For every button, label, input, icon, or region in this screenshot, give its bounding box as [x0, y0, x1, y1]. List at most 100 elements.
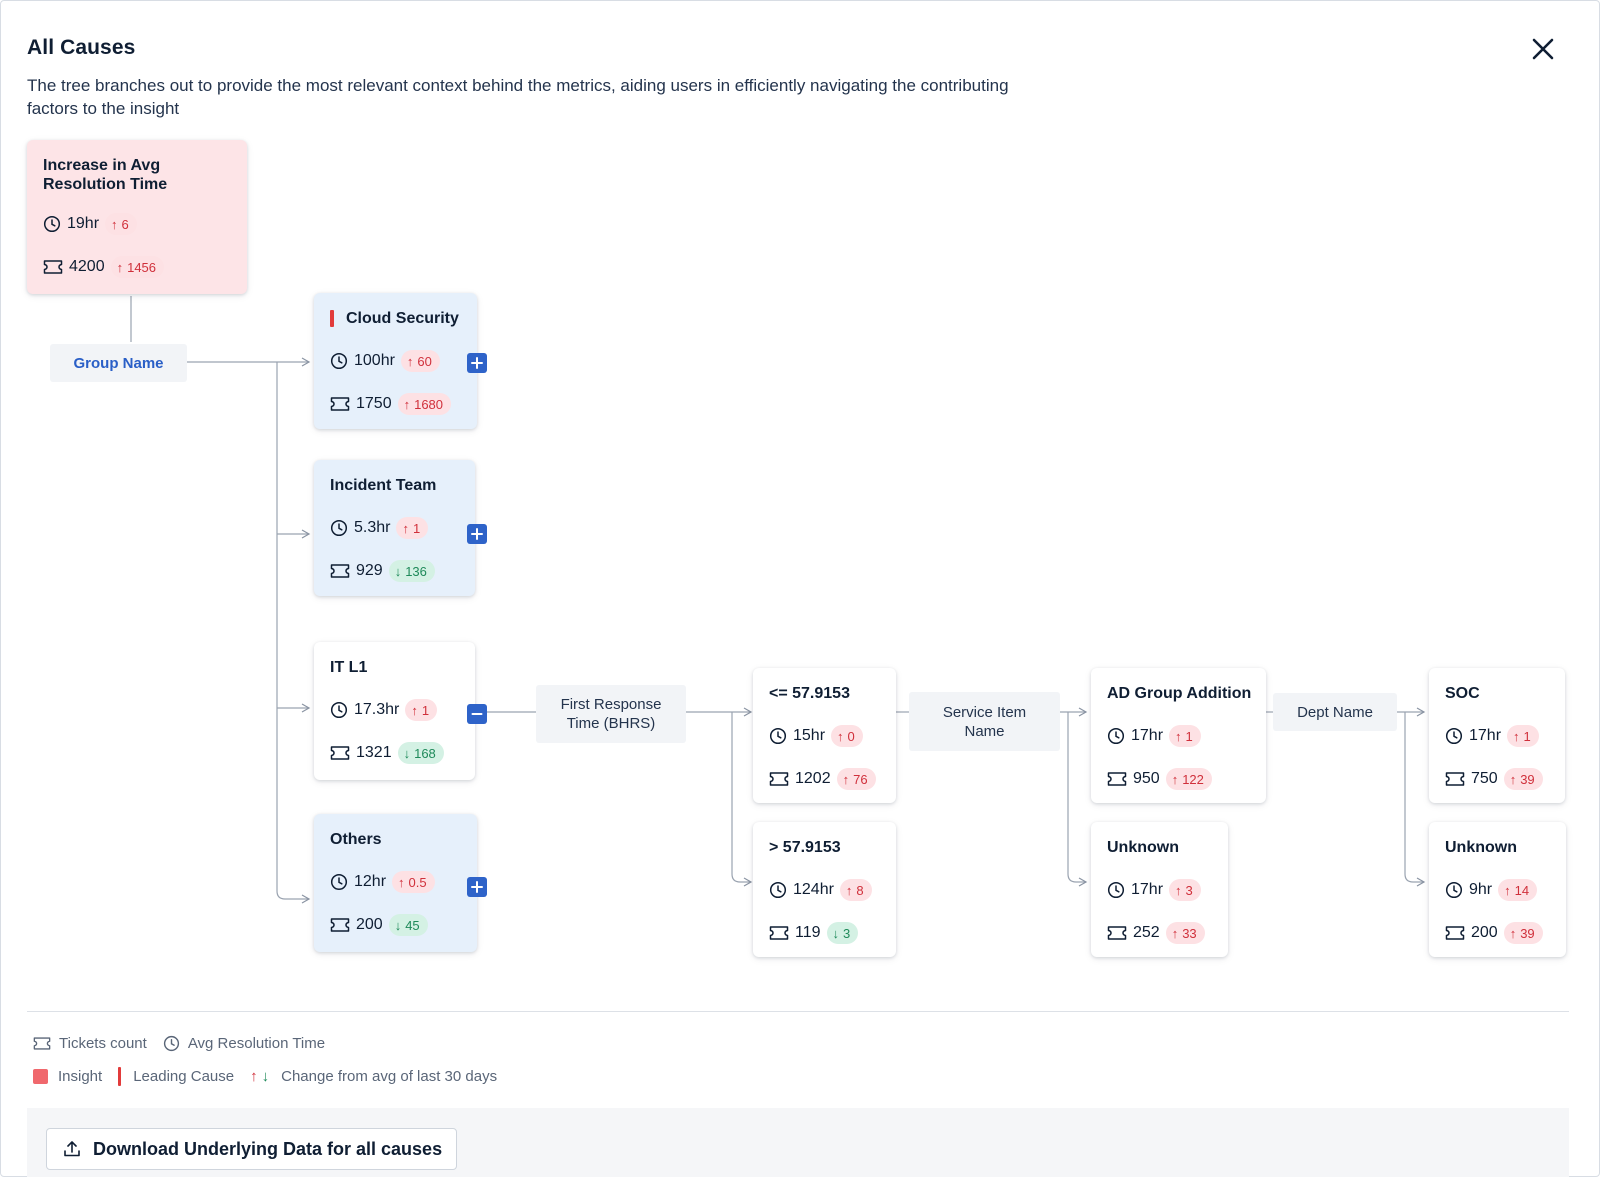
legend-tickets-label: Tickets count: [59, 1035, 147, 1052]
expand-button[interactable]: [467, 353, 487, 373]
change-value: 39: [1520, 771, 1535, 787]
clock-icon: [330, 352, 348, 370]
time-value: 12hr: [354, 873, 387, 890]
tickets-change-value: 1456: [127, 259, 157, 275]
arrow-up-icon: ↑: [1509, 925, 1517, 941]
time-value: 19hr: [67, 215, 100, 232]
change-value: 0.5: [408, 874, 427, 890]
time-metric: 15hr ↑ 0: [769, 725, 863, 747]
change-value: 1680: [414, 396, 444, 412]
arrow-up-icon: ↑: [250, 1068, 258, 1085]
tickets-value: 950: [1133, 770, 1160, 787]
legend-change-label: Change from avg of last 30 days: [281, 1068, 498, 1085]
clock-icon: [163, 1035, 179, 1052]
modal-title: All Causes: [27, 36, 136, 59]
cause-card[interactable]: <= 57.9153 15hr ↑ 0 1202 ↑ 76: [753, 668, 896, 803]
tickets-value: 929: [356, 562, 383, 579]
card-title: IT L1: [330, 658, 367, 677]
card-title: Incident Team: [330, 476, 436, 495]
tickets-metric: 750 ↑ 39: [1445, 768, 1543, 790]
card-title-text: Unknown: [1107, 839, 1179, 856]
download-data-button[interactable]: Download Underlying Data for all causes: [46, 1128, 457, 1170]
arrow-up-icon: ↑: [403, 396, 411, 412]
tickets-metric: 200 ↓ 45: [330, 914, 428, 936]
time-metric: 12hr ↑ 0.5: [330, 871, 435, 893]
clock-icon: [330, 519, 348, 537]
change-value: 60: [417, 353, 432, 369]
leading-cause-bar: [118, 1067, 122, 1086]
arrow-down-icon: ↓: [261, 1068, 270, 1085]
change-value: 39: [1520, 925, 1535, 941]
time-change-value: 6: [121, 216, 129, 232]
collapse-button[interactable]: [467, 704, 487, 724]
clock-icon: [1445, 881, 1463, 899]
cause-card[interactable]: > 57.9153 124hr ↑ 8 119 ↓ 3: [753, 822, 896, 957]
clock-icon: [769, 881, 787, 899]
card-title-text: <= 57.9153: [769, 685, 850, 702]
change-badge: ↑ 3: [1169, 879, 1201, 901]
expand-button[interactable]: [467, 877, 487, 897]
ticket-icon: [330, 397, 350, 411]
legend-row-2: Insight Leading Cause ↑ ↓ Change from av…: [33, 1067, 513, 1086]
ticket-icon: [33, 1037, 51, 1050]
arrow-down-icon: ↓: [403, 745, 411, 761]
arrow-up-icon: ↑: [837, 728, 844, 744]
tickets-metric: 1750 ↑ 1680: [330, 393, 452, 415]
change-badge: ↑ 60: [400, 350, 440, 372]
arrow-up-icon: ↑: [406, 353, 414, 369]
tickets-value: 119: [795, 924, 821, 941]
arrow-up-icon: ↑: [1175, 728, 1182, 744]
level-label-service-item[interactable]: Service Item Name: [909, 692, 1060, 751]
legend-insight-label: Insight: [58, 1068, 103, 1085]
legend-change: ↑ ↓ Change from avg of last 30 days: [250, 1068, 497, 1085]
change-value: 8: [856, 882, 864, 898]
time-metric: 17hr ↑ 1: [1107, 725, 1201, 747]
change-value: 136: [405, 563, 427, 579]
change-value: 3: [843, 925, 851, 941]
clock-icon: [43, 215, 61, 233]
close-button[interactable]: [1528, 34, 1558, 64]
cause-card[interactable]: IT L1 17.3hr ↑ 1 1321 ↓ 168: [314, 642, 475, 780]
change-badge: ↑ 1: [1507, 725, 1539, 747]
level-label-dept[interactable]: Dept Name: [1273, 693, 1397, 731]
plus-icon: [471, 357, 483, 369]
card-title: SOC: [1445, 684, 1480, 703]
ticket-icon: [330, 746, 350, 760]
tickets-metric: 252 ↑ 33: [1107, 922, 1205, 944]
plus-icon: [471, 528, 483, 540]
arrow-up-icon: ↑: [1171, 771, 1179, 787]
tickets-value: 4200: [69, 258, 105, 275]
arrow-up-icon: ↑: [398, 874, 405, 890]
change-value: 33: [1182, 925, 1197, 941]
cause-card[interactable]: AD Group Addition 17hr ↑ 1 950 ↑ 122: [1091, 668, 1266, 803]
cause-card[interactable]: Others 12hr ↑ 0.5 200 ↓ 45: [314, 814, 477, 952]
insight-card[interactable]: Increase in Avg Resolution Time 19hr ↑ 6 …: [27, 140, 247, 294]
level-label-first-response[interactable]: First Response Time (BHRS): [536, 685, 686, 743]
time-metric: 9hr ↑ 14: [1445, 879, 1538, 901]
level-label-group-name[interactable]: Group Name: [50, 344, 187, 382]
change-value: 1: [1185, 728, 1193, 744]
tickets-value: 750: [1471, 770, 1498, 787]
time-metric: 19hr ↑ 6: [43, 213, 137, 235]
card-title-text: AD Group Addition: [1107, 685, 1252, 702]
change-badge: ↑ 0.5: [392, 871, 435, 893]
divider: [27, 1011, 1569, 1012]
tickets-value: 1202: [795, 770, 831, 787]
clock-icon: [1445, 727, 1463, 745]
arrow-up-icon: ↑: [845, 882, 853, 898]
change-value: 1: [412, 520, 421, 536]
cause-card[interactable]: Unknown 17hr ↑ 3 252 ↑ 33: [1091, 822, 1228, 957]
cause-card[interactable]: Cloud Security 100hr ↑ 60 1750 ↑ 1680: [314, 293, 477, 429]
clock-icon: [330, 873, 348, 891]
cause-card[interactable]: Unknown 9hr ↑ 14 200 ↑ 39: [1429, 822, 1566, 957]
time-value: 17hr: [1131, 727, 1164, 744]
change-badge: ↑ 8: [839, 879, 872, 901]
arrow-up-icon: ↑: [842, 771, 850, 787]
change-value: 3: [1185, 882, 1193, 898]
expand-button[interactable]: [467, 524, 487, 544]
tickets-metric: 1321 ↓ 168: [330, 742, 444, 764]
legend-row-1: Tickets count Avg Resolution Time: [33, 1035, 341, 1052]
cause-card[interactable]: SOC 17hr ↑ 1 750 ↑ 39: [1429, 668, 1565, 803]
cause-card[interactable]: Incident Team 5.3hr ↑ 1 929 ↓ 136: [314, 460, 475, 596]
